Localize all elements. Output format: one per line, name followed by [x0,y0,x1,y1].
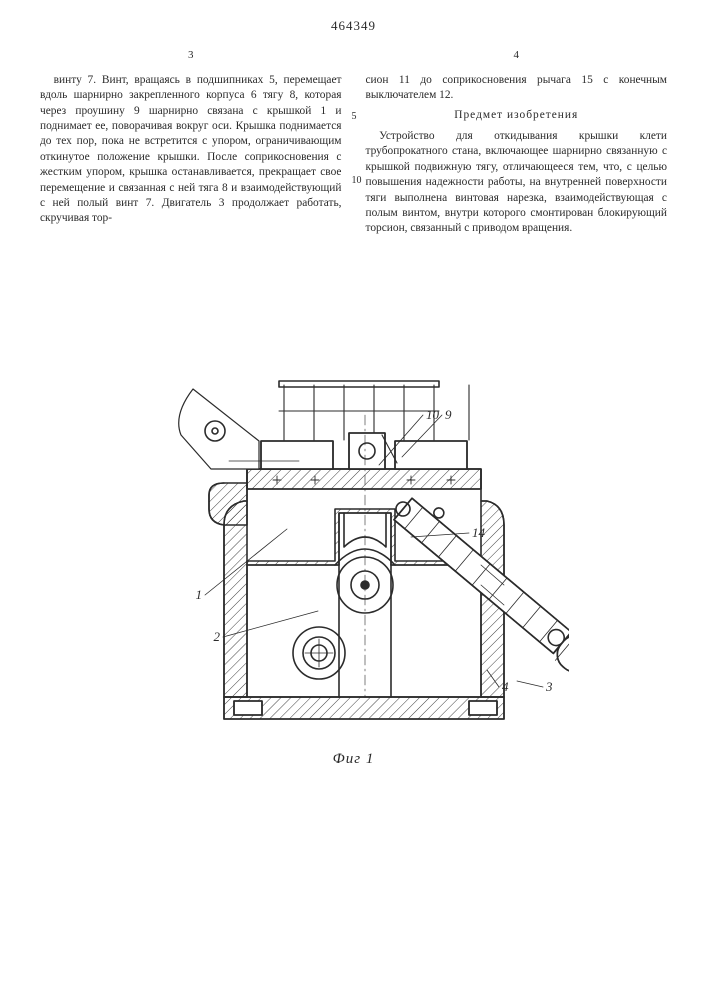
right-column: 5 10 4 сион 11 до соприкосновения рычага… [366,48,668,237]
left-paragraph: винту 7. Винт, вращаясь в подшипниках 5,… [40,73,342,227]
invention-heading: Предмет изобретения [366,108,668,123]
right-body-paragraph: Устройство для откидывания крышки клети … [366,129,668,237]
svg-text:1: 1 [195,587,202,602]
svg-text:9: 9 [445,407,452,422]
figure-1-diagram: 1 2 3 4 9 10 14 [139,265,569,745]
text-columns: 3 винту 7. Винт, вращаясь в подшипниках … [40,48,667,237]
figure-caption: Фиг 1 [40,751,667,768]
patent-number: 464349 [40,18,667,34]
left-column: 3 винту 7. Винт, вращаясь в подшипниках … [40,48,342,237]
right-top-paragraph: сион 11 до соприкосновения рычага 15 с к… [366,73,668,104]
svg-text:4: 4 [502,679,509,694]
left-col-number: 3 [40,48,342,63]
svg-text:10: 10 [426,407,440,422]
line-number-10: 10 [352,174,362,188]
figure-wrapper: 1 2 3 4 9 10 14 [40,265,667,745]
svg-text:3: 3 [545,679,553,694]
line-number-5: 5 [352,110,357,124]
svg-text:2: 2 [213,629,220,644]
svg-text:14: 14 [472,525,486,540]
right-col-number: 4 [366,48,668,63]
